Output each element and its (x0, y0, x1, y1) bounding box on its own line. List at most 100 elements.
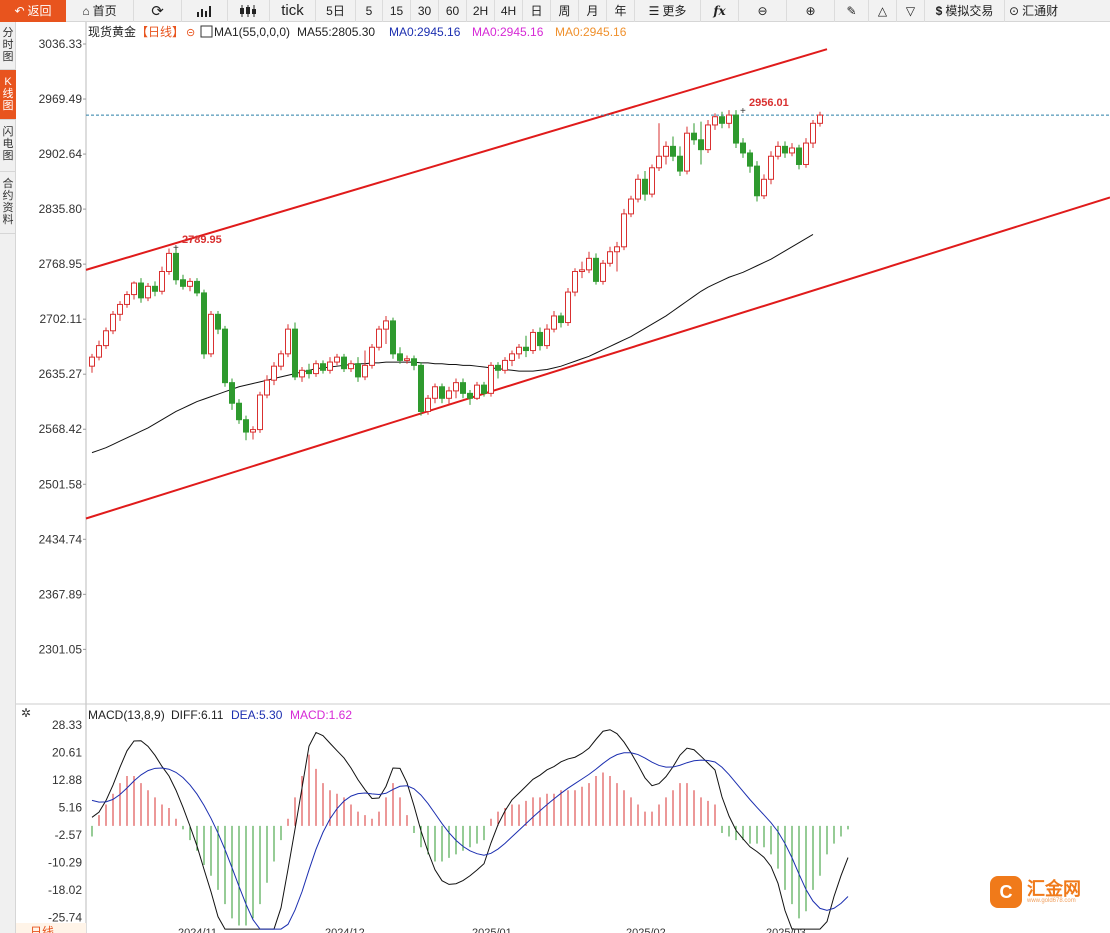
candle-body (572, 271, 578, 293)
candle-body (544, 328, 550, 347)
ma55-line (91, 234, 814, 454)
price-tick-label: 2768.95 (39, 257, 83, 271)
candle-body (362, 364, 368, 378)
price-tick-label: 2568.42 (39, 422, 83, 436)
candle-body (166, 252, 172, 273)
tab-contract-info[interactable]: 合约资料 (0, 172, 16, 234)
candle-body (558, 315, 564, 324)
candle-body (187, 280, 193, 287)
period-bottom-tag[interactable]: 日线 (16, 923, 86, 933)
back-button[interactable]: ↶ 返回 (0, 0, 66, 22)
candle-body (488, 364, 494, 394)
macd-settings-icon[interactable]: ✲ (21, 706, 31, 720)
candle-body (495, 364, 501, 371)
candle-body (257, 394, 263, 431)
candle-body (460, 382, 466, 394)
candle-body (117, 303, 123, 315)
candle-body (131, 282, 137, 296)
candle-body (313, 363, 319, 375)
candle-body (439, 386, 445, 399)
candle-body (201, 292, 207, 355)
candle-body (810, 122, 816, 144)
candle-body (355, 363, 361, 378)
candle-body (285, 328, 291, 355)
candle-body (152, 285, 158, 292)
candle-body (89, 356, 95, 367)
chart-type-button[interactable] (182, 0, 228, 22)
period-15m[interactable]: 15 (383, 0, 411, 22)
ma0-label-magenta: MA0:2945.16 (472, 25, 544, 39)
candle-body (425, 397, 431, 412)
formula-button[interactable]: fx (701, 0, 739, 22)
candle-body (817, 114, 823, 124)
menu-icon: ☰ (648, 3, 660, 18)
period-day[interactable]: 日 (523, 0, 551, 22)
candle-body (726, 114, 732, 124)
zoom-in-button[interactable]: ⊕ (787, 0, 835, 22)
price-plot: 3036.33 2969.49 2902.64 2835.80 2768.95 2702.… (16, 22, 1110, 933)
candle-body (208, 313, 214, 355)
indicator-box-icon[interactable] (200, 25, 213, 38)
tab-kline[interactable]: K线图 (0, 70, 16, 120)
period-month[interactable]: 月 (579, 0, 607, 22)
macd-diff-line (91, 729, 849, 930)
candle-body (236, 402, 242, 421)
period-week[interactable]: 周 (551, 0, 579, 22)
price-tick-label: 2702.11 (40, 312, 83, 326)
kline-chart[interactable]: 3036.33 2969.49 2902.64 2835.80 2768.95 2702.… (16, 22, 1110, 933)
candle-body (600, 262, 606, 282)
candle-body (376, 328, 382, 348)
settings-icon[interactable]: ⊝ (186, 27, 195, 39)
huitong-button[interactable]: ⊙ 汇通财 (1009, 3, 1059, 19)
candle-body (264, 379, 270, 396)
period-year[interactable]: 年 (607, 0, 635, 22)
macd-tick-label: 20.61 (52, 745, 82, 759)
home-button[interactable]: ⌂ 首页 (66, 0, 134, 22)
period-2h[interactable]: 2H (467, 0, 495, 22)
candle-body (719, 116, 725, 124)
period-4h[interactable]: 4H (495, 0, 523, 22)
macd-label: MACD(13,8,9) (88, 708, 165, 722)
candle-body (432, 386, 438, 399)
candle-body (278, 353, 284, 367)
macd-tick-label: -18.02 (48, 883, 82, 897)
macd-tick-label: 5.16 (59, 800, 83, 814)
macd-value-label: MACD:1.62 (290, 708, 352, 722)
period-5m[interactable]: 5 (356, 0, 383, 22)
period-30m[interactable]: 30 (411, 0, 439, 22)
zoom-out-button[interactable]: ⊖ (739, 0, 787, 22)
period-60m[interactable]: 60 (439, 0, 467, 22)
candle-body (761, 178, 767, 197)
candle-body (670, 145, 676, 157)
candle-body (327, 361, 333, 371)
dollar-icon: $ (935, 3, 943, 18)
more-button[interactable]: ☰ 更多 (635, 0, 701, 22)
period-5d[interactable]: 5日 (316, 0, 356, 22)
annotation-marker: + (173, 243, 179, 254)
tab-flash[interactable]: 闪电图 (0, 120, 16, 172)
candle-body (789, 147, 795, 154)
macd-tick-label: 28.33 (52, 718, 82, 732)
draw-down-button[interactable]: ▽ (897, 0, 925, 22)
candle-body (677, 155, 683, 172)
macd-plot: 28.33 20.61 12.88 5.16 -2.57 -10.29 -18.02 -25.… (48, 718, 849, 933)
site-logo: C 汇金网 www.gold678.com (990, 876, 1081, 908)
price-tick-label: 2835.80 (39, 202, 83, 216)
candle-body (705, 124, 711, 151)
tick-button[interactable]: tick (270, 0, 316, 22)
price-tick-label: 2501.58 (39, 477, 83, 491)
candle-type-button[interactable] (228, 0, 270, 22)
date-tick-label: 2025/02 (626, 927, 666, 933)
candle-body (453, 382, 459, 392)
refresh-button[interactable]: ⟳ (134, 0, 182, 22)
zoom-in-icon: ⊕ (805, 3, 816, 18)
simulate-trade-button[interactable]: $ 模拟交易 (925, 0, 1005, 22)
candle-body (180, 279, 186, 287)
candle-body (145, 285, 151, 299)
candle-body (614, 246, 620, 253)
draw-up-button[interactable]: △ (869, 0, 897, 22)
draw-button[interactable]: ✎ (835, 0, 869, 22)
tab-timeshare[interactable]: 分时图 (0, 22, 16, 70)
candle-body (194, 280, 200, 294)
candle-body (243, 419, 249, 433)
